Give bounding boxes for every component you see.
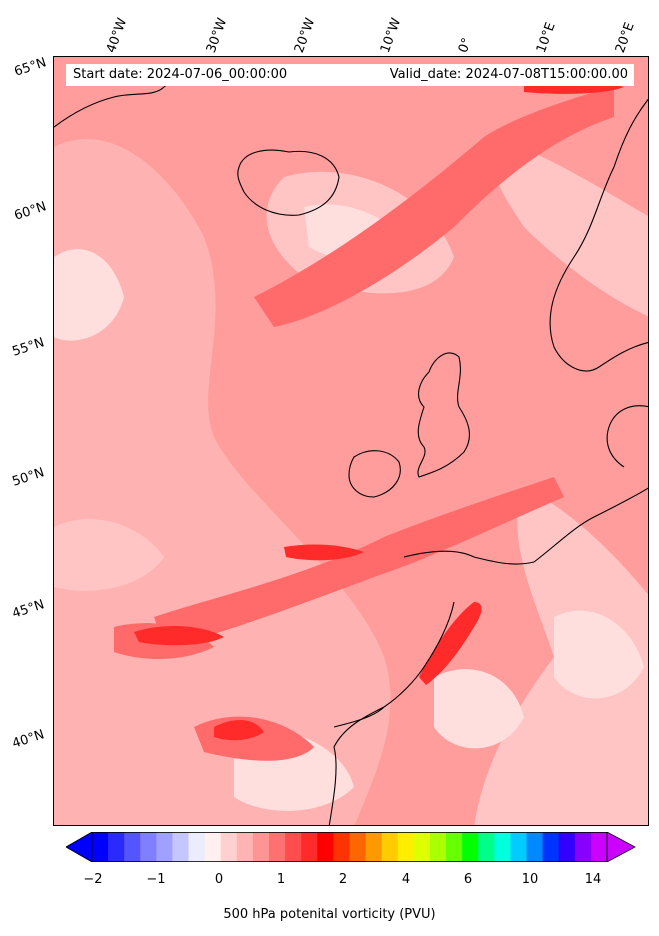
colorbar-tick-1: 1	[276, 872, 286, 887]
vorticity-map	[54, 57, 648, 825]
colorbar-swatch	[188, 832, 206, 862]
colorbar-swatch	[542, 832, 560, 862]
valid-date-label: Valid_date: 2024-07-08T15:00:00.00	[389, 67, 628, 82]
colorbar-tick-14: 14	[584, 872, 602, 887]
colorbar-swatch	[574, 832, 592, 862]
colorbar-swatch	[269, 832, 286, 862]
continent-coast	[533, 405, 648, 563]
lon-label-20e: 20°E	[612, 20, 638, 55]
colorbar-swatch	[558, 832, 576, 862]
colorbar-swatch	[285, 832, 302, 862]
ireland-coast	[348, 450, 401, 498]
colorbar-tick-m2: −2	[83, 872, 103, 887]
coastlines	[54, 66, 648, 825]
colorbar-swatch	[204, 832, 222, 862]
colorbar-swatch	[494, 832, 511, 862]
colorbar-swatch	[236, 832, 254, 862]
colorbar-swatch	[365, 832, 383, 862]
colorbar-swatch	[349, 832, 367, 862]
colorbar-outline	[91, 832, 608, 862]
lon-label-10e: 10°E	[533, 20, 559, 55]
lat-label-45n: 45°N	[10, 597, 47, 622]
map-panel	[53, 56, 649, 826]
colorbar-tick-6: 6	[463, 872, 473, 887]
colorbar-swatch	[429, 832, 447, 862]
pv-colorbar	[66, 832, 636, 862]
colorbar-swatch	[220, 832, 238, 862]
lat-label-55n: 55°N	[10, 335, 47, 360]
colorbar-swatch	[317, 832, 334, 862]
colorbar-tick-4: 4	[401, 872, 411, 887]
pv-contours-strong	[114, 87, 614, 761]
colorbar-swatch	[252, 832, 270, 862]
lat-label-65n: 65°N	[12, 55, 49, 80]
france-spain-coast	[328, 550, 535, 825]
colorbar-swatch	[397, 832, 415, 862]
lon-label-40w: 40°W	[103, 16, 131, 55]
colorbar-swatch	[510, 832, 528, 862]
iceland-coast	[237, 149, 340, 216]
colorbar-swatch	[478, 832, 495, 862]
colorbar-tick-m1: −1	[146, 872, 166, 887]
lat-label-50n: 50°N	[10, 465, 47, 490]
lon-label-0: 0°	[455, 35, 476, 55]
lon-label-20w: 20°W	[291, 16, 319, 55]
colorbar-swatch	[124, 832, 141, 862]
lat-label-60n: 60°N	[12, 199, 49, 224]
colorbar-title: 500 hPa potenital vorticity (PVU)	[223, 907, 436, 922]
colorbar-tick-0: 0	[214, 872, 224, 887]
lon-label-30w: 30°W	[203, 16, 231, 55]
colorbar-swatch	[381, 832, 399, 862]
colorbar-swatch	[301, 832, 318, 862]
colorbar-swatch	[333, 832, 350, 862]
colorbar-extend-low	[66, 832, 93, 862]
colorbar-extend-high	[606, 832, 636, 862]
run-info-bar: Start date: 2024-07-06_00:00:00 Valid_da…	[66, 64, 634, 86]
lon-label-10w: 10°W	[377, 16, 405, 55]
start-date-label: Start date: 2024-07-06_00:00:00	[73, 67, 288, 82]
colorbar-swatch	[526, 832, 544, 862]
lat-label-40n: 40°N	[10, 727, 47, 752]
colorbar-swatch	[92, 832, 109, 862]
colorbar-swatch	[140, 832, 157, 862]
colorbar-swatch	[462, 832, 479, 862]
colorbar-tick-2: 2	[338, 872, 348, 887]
colorbar-swatch	[413, 832, 431, 862]
colorbar-swatch	[108, 832, 125, 862]
colorbar-swatch	[156, 832, 173, 862]
pv-contours-intense	[134, 79, 624, 741]
colorbar-tick-10: 10	[521, 872, 539, 887]
colorbar-swatch	[172, 832, 190, 862]
scandinavia-coast	[549, 98, 648, 372]
colorbar-swatch	[446, 832, 463, 862]
colorbar-swatch	[590, 832, 608, 862]
british-isles-coast	[417, 352, 470, 478]
